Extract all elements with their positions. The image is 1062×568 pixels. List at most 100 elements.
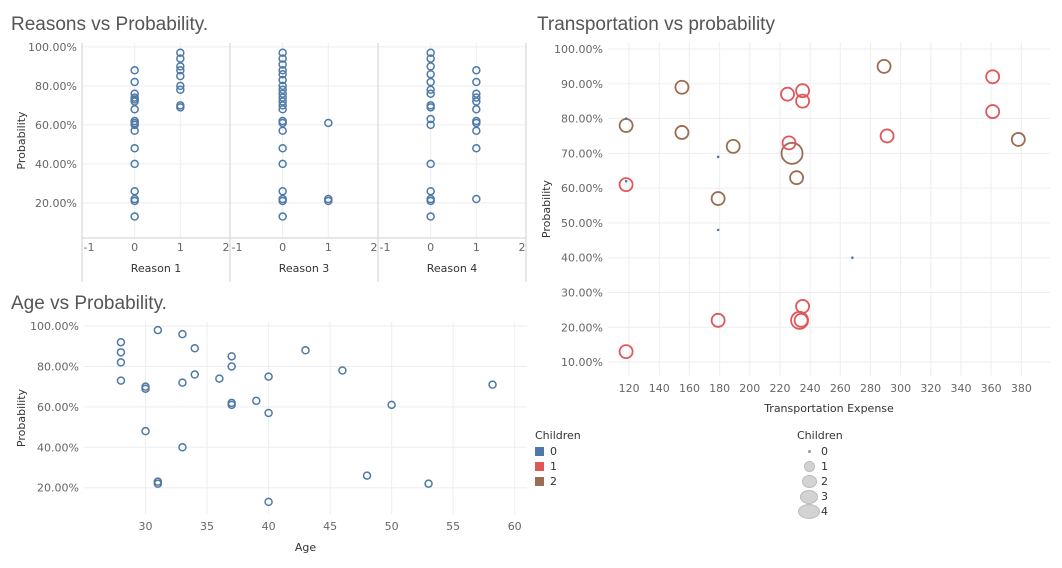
- size-legend-item-0[interactable]: 0: [797, 444, 843, 459]
- data-point: [130, 196, 139, 206]
- data-point: [472, 89, 481, 98]
- x-tick-label: 45: [323, 520, 337, 533]
- y-tick-label: 80.00%: [561, 113, 603, 126]
- data-point: [278, 212, 287, 221]
- data-point: [278, 85, 287, 95]
- data-point: [130, 89, 139, 98]
- data-point: [424, 479, 433, 488]
- size-legend-item-1[interactable]: 1: [797, 459, 843, 474]
- data-point: [624, 179, 628, 183]
- size-legend-item-3[interactable]: 3: [797, 489, 843, 504]
- data-point: [710, 312, 726, 328]
- legend-swatch-1: [535, 462, 544, 471]
- data-point: [141, 426, 150, 436]
- data-point: [674, 125, 690, 140]
- chart-title-reasons: Reasons vs Probability.: [11, 14, 209, 35]
- x-tick-label: 0: [427, 241, 434, 254]
- data-point: [116, 358, 126, 367]
- data-point: [176, 85, 185, 95]
- x-tick-label: 280: [860, 382, 881, 395]
- x-tick-label: -1: [84, 241, 95, 254]
- data-point: [472, 118, 481, 128]
- size-legend-label: 4: [821, 505, 828, 518]
- data-point: [153, 479, 163, 488]
- data-point: [795, 299, 811, 314]
- data-point: [426, 54, 435, 63]
- x-axis-title: Reason 3: [279, 262, 330, 275]
- x-tick-label: -1: [380, 241, 391, 254]
- data-point: [178, 443, 187, 452]
- legend-item-children-2[interactable]: 2: [535, 474, 581, 489]
- x-tick-label: 340: [950, 382, 971, 395]
- x-tick-label: 120: [619, 382, 640, 395]
- x-tick-label: 2: [371, 241, 378, 254]
- data-point: [618, 177, 634, 193]
- data-point: [176, 48, 185, 57]
- y-tick-label: 20.00%: [561, 321, 603, 334]
- x-tick-label: 180: [709, 382, 730, 395]
- data-point: [190, 370, 199, 379]
- x-tick-label: 55: [446, 520, 460, 533]
- legend-label: 1: [550, 460, 557, 473]
- data-point: [618, 344, 634, 360]
- data-point: [176, 54, 185, 63]
- x-tick-label: 60: [508, 520, 522, 533]
- chart-title-age: Age vs Probability.: [11, 293, 167, 314]
- data-point: [130, 120, 139, 130]
- data-point: [879, 128, 895, 144]
- data-point: [130, 105, 139, 114]
- data-point: [278, 69, 287, 79]
- data-point: [876, 58, 892, 74]
- color-legend-title: Children: [535, 429, 581, 442]
- data-point: [472, 144, 481, 153]
- data-point: [278, 60, 287, 69]
- data-point: [176, 81, 185, 91]
- data-point: [716, 155, 720, 159]
- legend-item-children-0[interactable]: 0: [535, 444, 581, 459]
- data-point: [227, 400, 236, 410]
- data-point: [130, 144, 139, 153]
- data-point: [176, 62, 185, 71]
- x-tick-label: 200: [739, 382, 760, 395]
- data-point: [780, 86, 795, 102]
- data-point: [488, 380, 497, 389]
- data-point: [618, 118, 634, 133]
- legend-swatch-2: [535, 477, 544, 486]
- legend-item-children-1[interactable]: 1: [535, 459, 581, 474]
- x-tick-label: 220: [769, 382, 790, 395]
- data-point: [190, 344, 199, 353]
- size-icon-2: [801, 475, 817, 488]
- data-point: [793, 312, 809, 328]
- x-tick-label: 0: [131, 241, 138, 254]
- data-point: [426, 89, 435, 98]
- size-legend-item-4[interactable]: 4: [797, 504, 843, 519]
- y-tick-label: 90.00%: [561, 78, 603, 91]
- data-point: [178, 378, 187, 387]
- data-point: [301, 346, 310, 355]
- data-point: [338, 366, 347, 375]
- data-point: [130, 159, 139, 169]
- size-legend-label: 3: [821, 490, 828, 503]
- x-tick-label: 40: [262, 520, 276, 533]
- y-tick-label: 20.00%: [37, 482, 79, 495]
- x-tick-label: 360: [981, 382, 1002, 395]
- x-tick-label: -1: [232, 241, 243, 254]
- y-tick-label: 60.00%: [37, 401, 79, 414]
- y-tick-label: 50.00%: [561, 217, 603, 230]
- data-point: [789, 170, 804, 186]
- data-point: [278, 144, 287, 153]
- y-tick-label: 40.00%: [35, 158, 77, 171]
- size-icon-1: [803, 461, 815, 472]
- data-point: [472, 126, 481, 135]
- data-point: [851, 256, 854, 260]
- size-legend-title: Children: [797, 429, 843, 442]
- x-tick-label: 2: [223, 241, 230, 254]
- data-point: [472, 97, 481, 106]
- data-point: [278, 101, 287, 110]
- legend-label: 0: [550, 445, 557, 458]
- size-legend: Children 0 1 2 3 4: [797, 429, 843, 519]
- size-legend-item-2[interactable]: 2: [797, 474, 843, 489]
- data-point: [426, 69, 435, 79]
- data-point: [176, 66, 185, 75]
